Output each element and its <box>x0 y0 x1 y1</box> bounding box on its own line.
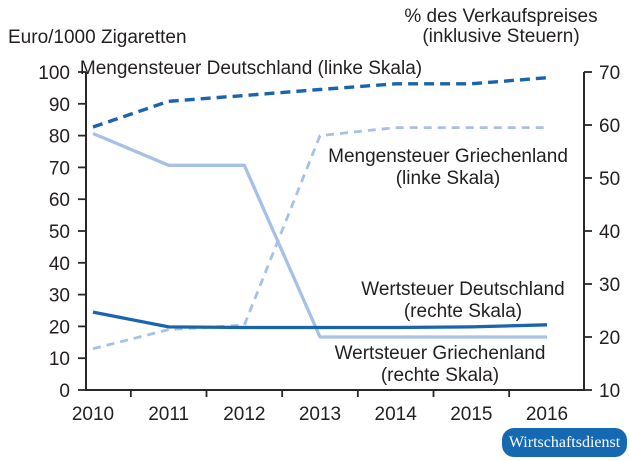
right-axis-tick-label: 20 <box>599 328 620 349</box>
annotation-line: Wertsteuer Deutschland <box>361 279 565 300</box>
series-line-mengensteuer-deutschland <box>92 76 548 129</box>
right-axis-tick-label: 10 <box>599 381 620 402</box>
series-line-mengensteuer-griechenland <box>92 126 547 351</box>
annotation-line: Mengensteuer Deutschland (linke Skala) <box>79 58 423 79</box>
left-axis-tick-label: 90 <box>49 95 70 116</box>
left-axis-title: Euro/1000 Zigaretten <box>8 27 187 48</box>
x-axis-tick-label: 2013 <box>299 404 341 425</box>
x-axis-tick-label: 2010 <box>72 404 114 425</box>
x-axis-tick-label: 2011 <box>148 404 189 425</box>
x-axis-tick-label: 2015 <box>450 404 492 425</box>
annotation-mengensteuer-deutschland: Mengensteuer Deutschland (linke Skala) <box>80 58 422 80</box>
x-axis-tick-label: 2012 <box>223 404 265 425</box>
right-axis-title: % des Verkaufspreises (inklusive Steuern… <box>376 7 626 47</box>
annotation-wertsteuer-deutschland: Wertsteuer Deutschland (rechte Skala) <box>361 279 564 323</box>
left-axis-tick-label: 40 <box>49 254 70 275</box>
left-axis-tick-label: 30 <box>49 286 70 307</box>
annotation-mengensteuer-griechenland: Mengensteuer Griechenland (linke Skala) <box>328 146 568 190</box>
annotation-line: Wertsteuer Griechenland <box>334 343 546 364</box>
annotation-line: Mengensteuer Griechenland <box>328 146 568 167</box>
annotation-line: (rechte Skala) <box>403 301 523 322</box>
left-axis-tick-label: 70 <box>49 158 70 179</box>
wirtschaftsdienst-badge-label: Wirtschaftsdienst <box>508 433 621 451</box>
x-axis-tick-label: 2016 <box>526 404 568 425</box>
left-axis-tick-label: 0 <box>59 381 70 402</box>
left-axis-tick-label: 20 <box>49 317 70 338</box>
right-axis-tick-label: 60 <box>599 116 620 137</box>
wirtschaftsdienst-badge: Wirtschaftsdienst <box>502 428 627 457</box>
left-axis-tick-label: 60 <box>49 190 70 211</box>
left-axis-tick-label: 80 <box>49 127 70 148</box>
annotation-line: (rechte Skala) <box>380 365 500 386</box>
left-axis-tick-label: 10 <box>49 349 70 370</box>
annotation-line: (linke Skala) <box>395 168 501 189</box>
x-axis-tick-label: 2014 <box>375 404 418 425</box>
series-line-wertsteuer-griechenland <box>92 131 547 339</box>
right-axis-tick-label: 50 <box>599 169 620 190</box>
right-axis-tick-label: 40 <box>599 222 620 243</box>
annotation-wertsteuer-griechenland: Wertsteuer Griechenland (rechte Skala) <box>335 343 546 387</box>
left-axis-tick-label: 50 <box>49 222 70 243</box>
right-axis-tick-label: 30 <box>599 275 620 296</box>
right-axis-title-line2: (inklusive Steuern) <box>422 26 580 47</box>
left-axis-tick-label: 100 <box>38 63 70 84</box>
right-axis-title-line1: % des Verkaufspreises <box>404 6 598 27</box>
right-axis-tick-label: 70 <box>599 63 620 84</box>
series-line-wertsteuer-deutschland <box>92 310 548 330</box>
